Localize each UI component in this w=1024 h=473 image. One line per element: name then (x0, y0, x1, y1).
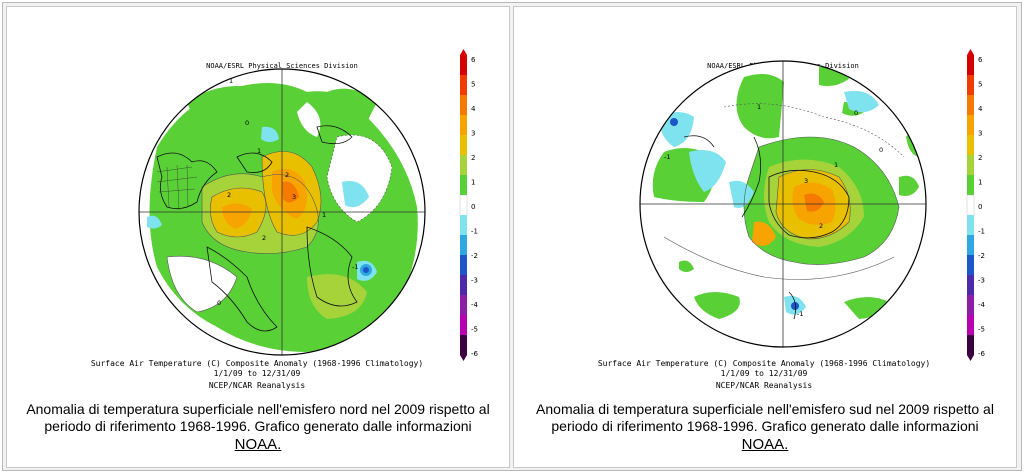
colorbar-segment (967, 235, 974, 256)
colorbar-tick-label: 0 (471, 203, 475, 211)
colorbar-end (967, 49, 974, 55)
colorbar-tick-label: 1 (978, 179, 982, 187)
colorbar-tick-label: 4 (471, 105, 476, 113)
contour-label: 0 (245, 119, 249, 127)
colorbar-segment (460, 155, 467, 176)
colorbar-segment (967, 255, 974, 276)
contour-label: 2 (819, 222, 823, 230)
colorbar-segment (460, 135, 467, 156)
colorbar-tick-label: 6 (978, 56, 983, 64)
colorbar-tick-label: -4 (978, 301, 986, 309)
colorbar-segment (460, 115, 467, 136)
contour-label: 0 (879, 146, 883, 154)
colorbar-tick-label: 3 (978, 130, 982, 138)
date-range: 1/1/09 to 12/31/09 (721, 369, 808, 378)
colorbar-tick-label: -5 (978, 326, 985, 334)
colorbar-segment (967, 215, 974, 236)
contour-label: 1 (757, 103, 761, 111)
contour-label: 1 (322, 211, 326, 219)
colorbar-segment (967, 95, 974, 116)
contour-label: 2 (285, 171, 289, 179)
contour-label: 1 (257, 147, 261, 155)
contour-label: 3 (804, 177, 808, 185)
colorbar-tick-label: -2 (978, 252, 985, 260)
colorbar-tick-label: -2 (471, 252, 478, 260)
map-header: NOAA/ESRL Physical Sciences Division (206, 62, 358, 70)
colorbar-segment (460, 75, 467, 96)
colorbar-segment (966, 194, 975, 216)
colorbar-tick-label: -3 (978, 277, 985, 285)
caption-text: Anomalia di temperatura superficiale nel… (26, 401, 490, 434)
colorbar-segment (460, 95, 467, 116)
colorbar-segment (967, 155, 974, 176)
colorbar-segment (460, 315, 467, 336)
colorbar-tick-label: -6 (978, 350, 986, 358)
contour-label: 1 (229, 77, 233, 85)
colorbar-segment (460, 55, 467, 76)
colorbar-segment (967, 295, 974, 316)
colorbar-tick-label: 1 (471, 179, 475, 187)
colorbar-segment (460, 175, 467, 196)
contour-label: 1 (834, 161, 838, 169)
colorbar-end (460, 355, 467, 361)
colorbar-segment (460, 215, 467, 236)
colorbar-tick-label: -1 (978, 228, 985, 236)
colorbar-segment (460, 295, 467, 316)
map-title: Surface Air Temperature (C) Composite An… (598, 359, 930, 368)
contour-label: 0 (217, 299, 221, 307)
contour-label: -1 (664, 153, 670, 161)
caption-north: Anomalia di temperatura superficiale nel… (13, 401, 503, 453)
colorbar-tick-label: 3 (471, 130, 475, 138)
colorbar: 6 5 4 3 2 1 0 -1 -2 -3 -4 -5 -6 (966, 49, 986, 361)
colorbar: 6 5 4 3 2 1 0 -1 -2 -3 -4 -5 -6 (459, 49, 479, 361)
map-title: Surface Air Temperature (C) Composite An… (91, 359, 423, 368)
caption-south: Anomalia di temperatura superficiale nel… (520, 401, 1010, 453)
contour-label: 0 (854, 109, 858, 117)
colorbar-tick-label: 2 (978, 154, 982, 162)
colorbar-tick-label: 5 (471, 81, 475, 89)
colorbar-tick-label: 4 (978, 105, 983, 113)
colorbar-segment (967, 115, 974, 136)
noaa-link[interactable]: NOAA. (234, 436, 282, 453)
contour-label: 2 (227, 191, 231, 199)
colorbar-segment (967, 75, 974, 96)
colorbar-tick-label: 6 (471, 56, 476, 64)
colorbar-segment (460, 255, 467, 276)
colorbar-tick-label: 5 (978, 81, 982, 89)
colorbar-segment (967, 275, 974, 296)
anomaly-field (139, 69, 425, 355)
colorbar-end (460, 49, 467, 55)
colorbar-tick-label: 2 (471, 154, 475, 162)
colorbar-tick-label: -5 (471, 326, 478, 334)
colorbar-segment (967, 335, 974, 356)
data-source: NCEP/NCAR Reanalysis (209, 381, 306, 390)
colorbar-tick-label: -1 (471, 228, 478, 236)
contour-label: 3 (292, 193, 296, 201)
colorbar-segment (459, 194, 468, 216)
colorbar-tick-label: -4 (471, 301, 479, 309)
contour-label: -1 (797, 310, 803, 318)
colorbar-end (967, 355, 974, 361)
colorbar-segment (967, 135, 974, 156)
data-source: NCEP/NCAR Reanalysis (716, 381, 813, 390)
colorbar-segment (460, 235, 467, 256)
colorbar-segment (967, 55, 974, 76)
panel-north: NOAA/ESRL Physical Sciences Division (6, 6, 510, 468)
colorbar-segment (967, 315, 974, 336)
colorbar-segment (460, 275, 467, 296)
colorbar-segment (967, 175, 974, 196)
colorbar-segment (460, 335, 467, 356)
colorbar-tick-label: -3 (471, 277, 478, 285)
colorbar-tick-label: -6 (471, 350, 479, 358)
colorbar-tick-label: 0 (978, 203, 982, 211)
contour-label: 2 (262, 234, 266, 242)
panel-south: NOAA/ESRL Physical Sciences Division (513, 6, 1017, 468)
south-anomaly-map: NOAA/ESRL Physical Sciences Division (598, 49, 986, 390)
contour-label: -1 (352, 263, 358, 271)
noaa-link[interactable]: NOAA. (741, 436, 789, 453)
caption-text: Anomalia di temperatura superficiale nel… (536, 401, 994, 434)
north-anomaly-map: NOAA/ESRL Physical Sciences Division (91, 49, 479, 390)
date-range: 1/1/09 to 12/31/09 (214, 369, 301, 378)
